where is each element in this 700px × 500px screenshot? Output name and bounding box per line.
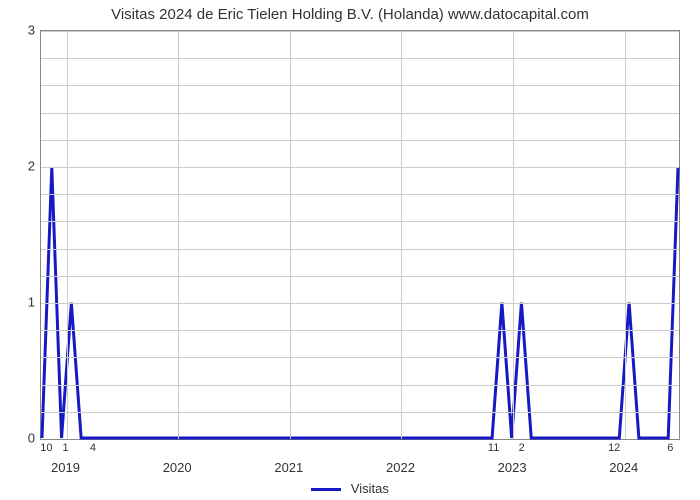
chart-container: Visitas 2024 de Eric Tielen Holding B.V.… bbox=[0, 0, 700, 500]
x-minor-label: 11 bbox=[488, 442, 499, 454]
x-minor-label: 10 bbox=[40, 442, 52, 454]
y-tick-label: 0 bbox=[5, 431, 35, 446]
x-year-label: 2022 bbox=[386, 460, 415, 475]
x-minor-label: 12 bbox=[608, 442, 620, 454]
line-series-svg bbox=[41, 31, 679, 439]
legend-label: Visitas bbox=[351, 481, 389, 496]
legend-swatch bbox=[311, 488, 341, 491]
x-minor-label: 4 bbox=[90, 442, 96, 454]
x-year-label: 2024 bbox=[609, 460, 638, 475]
x-year-label: 2020 bbox=[163, 460, 192, 475]
x-minor-label: 2 bbox=[519, 442, 525, 454]
y-tick-label: 3 bbox=[5, 23, 35, 38]
x-minor-label: 6 bbox=[667, 442, 673, 454]
x-year-label: 2023 bbox=[498, 460, 527, 475]
y-tick-label: 1 bbox=[5, 295, 35, 310]
x-year-label: 2021 bbox=[274, 460, 303, 475]
y-tick-label: 2 bbox=[5, 159, 35, 174]
legend: Visitas bbox=[0, 481, 700, 496]
x-minor-label: 1 bbox=[62, 442, 68, 454]
chart-title: Visitas 2024 de Eric Tielen Holding B.V.… bbox=[0, 6, 700, 23]
x-year-label: 2019 bbox=[51, 460, 80, 475]
plot-area bbox=[40, 30, 680, 440]
